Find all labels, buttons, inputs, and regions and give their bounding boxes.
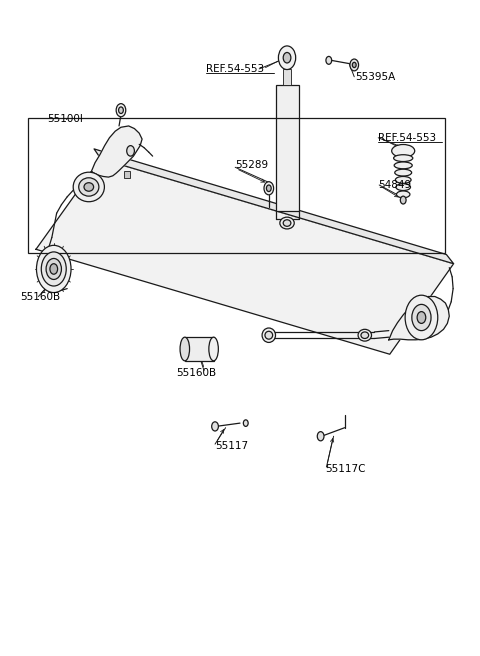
Text: 55100I: 55100I xyxy=(47,114,83,125)
Ellipse shape xyxy=(394,155,413,161)
Ellipse shape xyxy=(361,332,369,338)
Bar xyxy=(283,69,290,85)
Bar xyxy=(185,337,214,361)
Text: REF.54-553: REF.54-553 xyxy=(378,133,436,143)
Circle shape xyxy=(417,312,426,323)
Polygon shape xyxy=(91,126,142,177)
Ellipse shape xyxy=(396,184,410,190)
Circle shape xyxy=(326,56,332,64)
Text: 55160B: 55160B xyxy=(177,367,217,378)
Ellipse shape xyxy=(395,169,412,176)
Circle shape xyxy=(243,420,248,426)
Text: 55289: 55289 xyxy=(235,160,268,171)
Ellipse shape xyxy=(265,331,273,339)
Circle shape xyxy=(116,104,126,117)
Circle shape xyxy=(119,107,123,113)
Circle shape xyxy=(266,185,271,192)
Circle shape xyxy=(317,432,324,441)
Circle shape xyxy=(50,264,58,274)
Circle shape xyxy=(405,295,438,340)
Text: 55117C: 55117C xyxy=(325,464,366,474)
Circle shape xyxy=(400,196,406,204)
Circle shape xyxy=(36,245,71,293)
Text: 55117: 55117 xyxy=(215,441,248,451)
Ellipse shape xyxy=(283,220,291,226)
Circle shape xyxy=(264,182,274,195)
Circle shape xyxy=(41,252,66,286)
Ellipse shape xyxy=(280,217,294,229)
Ellipse shape xyxy=(209,337,218,361)
Circle shape xyxy=(350,59,359,71)
Circle shape xyxy=(212,422,218,431)
Ellipse shape xyxy=(73,173,105,202)
Circle shape xyxy=(352,62,356,68)
Bar xyxy=(28,118,445,253)
Ellipse shape xyxy=(180,337,190,361)
Polygon shape xyxy=(94,149,454,264)
Circle shape xyxy=(127,146,134,156)
Ellipse shape xyxy=(396,191,410,198)
Ellipse shape xyxy=(84,182,94,192)
Polygon shape xyxy=(36,159,454,354)
Circle shape xyxy=(283,52,291,63)
Ellipse shape xyxy=(79,178,99,196)
Circle shape xyxy=(46,258,61,279)
Text: 55160B: 55160B xyxy=(20,291,60,302)
Polygon shape xyxy=(389,297,449,340)
Text: REF.54-553: REF.54-553 xyxy=(206,64,264,74)
Ellipse shape xyxy=(358,329,372,341)
Ellipse shape xyxy=(262,328,276,342)
Ellipse shape xyxy=(396,176,411,183)
Ellipse shape xyxy=(392,144,415,157)
Text: 55395A: 55395A xyxy=(355,72,396,82)
Bar xyxy=(276,85,299,211)
Circle shape xyxy=(278,46,296,70)
Circle shape xyxy=(412,304,431,331)
Text: 54849: 54849 xyxy=(378,180,411,190)
Ellipse shape xyxy=(394,162,412,169)
Bar xyxy=(124,171,130,178)
